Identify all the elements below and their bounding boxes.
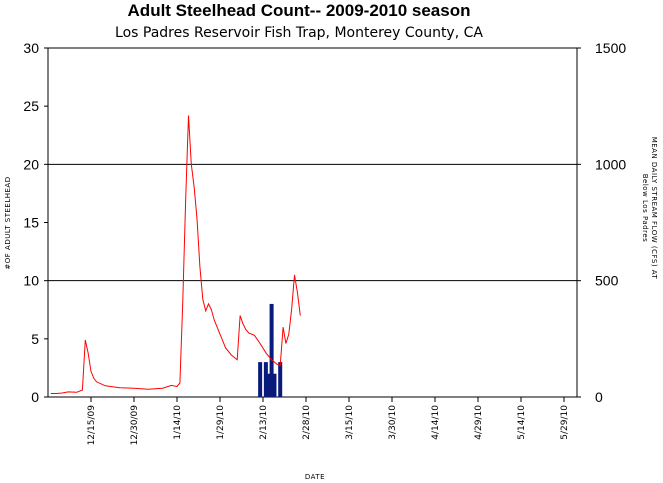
right-tick-label: 1500 xyxy=(595,40,626,56)
count-bar xyxy=(266,373,271,397)
x-tick-label: 3/30/10 xyxy=(388,405,398,440)
left-tick-label: 15 xyxy=(23,215,39,231)
x-tick-label: 1/29/10 xyxy=(216,405,226,440)
right-tick-label: 1000 xyxy=(595,156,626,172)
x-tick-label: 12/15/09 xyxy=(87,405,97,446)
count-bar xyxy=(263,362,268,397)
gridlines xyxy=(48,163,577,282)
y2-axis-label-line1: MEAN DAILY STREAM FLOW (CFS) AT xyxy=(650,137,658,280)
right-axis-ticks: 0 500 1000 1500 xyxy=(577,40,626,405)
x-tick-label: 5/29/10 xyxy=(560,405,570,440)
left-tick-label: 10 xyxy=(23,273,39,289)
left-tick-label: 30 xyxy=(23,40,39,56)
x-axis-label: DATE xyxy=(305,473,325,481)
y-axis-label: #OF ADULT STEELHEAD xyxy=(4,176,12,269)
left-axis-ticks: 0 5 10 15 20 25 30 xyxy=(23,40,48,405)
count-bar xyxy=(269,303,274,397)
count-bar xyxy=(272,373,277,397)
left-tick-label: 5 xyxy=(31,331,39,347)
y2-axis-label-line2: Below Los Padres xyxy=(641,174,649,243)
left-tick-label: 25 xyxy=(23,98,39,114)
right-tick-label: 500 xyxy=(595,273,619,289)
x-tick-label: 5/14/10 xyxy=(517,405,527,440)
x-tick-label: 3/15/10 xyxy=(345,405,355,440)
x-tick-label: 2/13/10 xyxy=(259,405,269,440)
count-bar xyxy=(258,362,263,397)
x-tick-label: 4/29/10 xyxy=(474,405,484,440)
plot-area xyxy=(47,47,578,398)
left-tick-label: 0 xyxy=(31,389,39,405)
x-tick-label: 2/28/10 xyxy=(302,405,312,440)
x-tick-label: 12/30/09 xyxy=(130,405,140,446)
count-bar xyxy=(278,362,283,397)
flow-line xyxy=(50,115,301,394)
chart-subtitle: Los Padres Reservoir Fish Trap, Monterey… xyxy=(115,25,483,41)
x-tick-label: 4/14/10 xyxy=(431,405,441,440)
right-tick-label: 0 xyxy=(595,389,603,405)
left-tick-label: 20 xyxy=(23,156,39,172)
count-bars xyxy=(258,303,283,397)
chart-title: Adult Steelhead Count-- 2009-2010 season xyxy=(128,1,471,20)
x-tick-label: 1/14/10 xyxy=(173,405,183,440)
x-axis-ticks: 12/15/09 12/30/09 1/14/10 1/29/10 2/13/10 2/2… xyxy=(87,397,570,445)
